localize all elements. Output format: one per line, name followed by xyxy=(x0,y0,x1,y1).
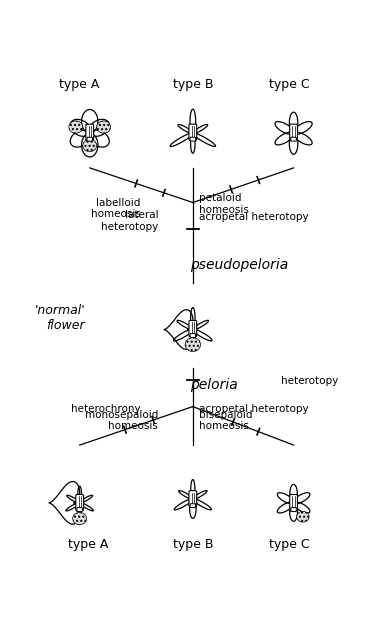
Text: type A: type A xyxy=(68,538,108,551)
Text: pseudopeloria: pseudopeloria xyxy=(190,259,288,272)
Text: type C: type C xyxy=(269,538,310,551)
Text: lateral
heterotopy: lateral heterotopy xyxy=(101,210,158,231)
FancyBboxPatch shape xyxy=(87,137,92,141)
FancyBboxPatch shape xyxy=(76,494,84,511)
Text: monosepaloid
homeosis: monosepaloid homeosis xyxy=(85,409,158,431)
FancyBboxPatch shape xyxy=(291,508,296,511)
Text: heterotopy: heterotopy xyxy=(281,376,338,386)
Ellipse shape xyxy=(73,513,87,525)
Text: labelloid
homeosis: labelloid homeosis xyxy=(91,198,141,220)
Text: acropetal heterotopy: acropetal heterotopy xyxy=(199,213,309,223)
Text: type B: type B xyxy=(173,78,213,91)
FancyBboxPatch shape xyxy=(190,333,196,337)
FancyBboxPatch shape xyxy=(290,494,297,511)
Text: acropetal heterotopy: acropetal heterotopy xyxy=(199,404,309,414)
Ellipse shape xyxy=(69,121,83,133)
Ellipse shape xyxy=(97,121,111,133)
Ellipse shape xyxy=(185,338,201,352)
Ellipse shape xyxy=(297,511,309,522)
Text: type C: type C xyxy=(269,78,310,91)
FancyBboxPatch shape xyxy=(190,504,196,508)
FancyBboxPatch shape xyxy=(290,124,297,140)
FancyBboxPatch shape xyxy=(189,321,197,337)
Text: 'normal'
flower: 'normal' flower xyxy=(34,304,85,331)
FancyBboxPatch shape xyxy=(189,124,197,140)
Text: type B: type B xyxy=(173,538,213,551)
FancyBboxPatch shape xyxy=(291,137,296,141)
Text: type A: type A xyxy=(59,78,100,91)
FancyBboxPatch shape xyxy=(86,124,93,140)
Text: petaloid
homeosis: petaloid homeosis xyxy=(199,193,249,214)
FancyBboxPatch shape xyxy=(77,508,83,511)
Text: heterochrony: heterochrony xyxy=(71,404,141,414)
Ellipse shape xyxy=(83,140,97,152)
Text: bisepaloid
homeosis: bisepaloid homeosis xyxy=(199,409,253,431)
FancyBboxPatch shape xyxy=(189,491,197,507)
FancyBboxPatch shape xyxy=(190,137,196,141)
Text: peloria: peloria xyxy=(190,379,238,392)
